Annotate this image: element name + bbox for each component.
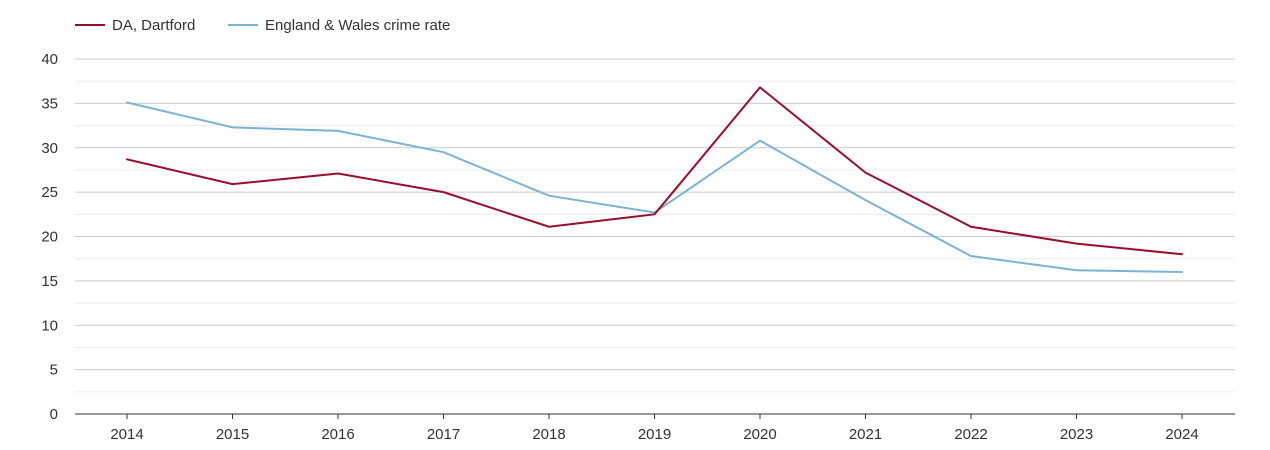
axes (75, 413, 1235, 419)
x-tick-label: 2014 (110, 426, 143, 443)
x-tick-label: 2016 (321, 426, 354, 443)
x-tick-label: 2024 (1165, 426, 1198, 443)
y-axis-tick-labels: 0 5 10 15 20 25 30 35 40 (41, 51, 58, 423)
y-tick-label: 15 (41, 273, 58, 290)
y-tick-label: 20 (41, 229, 58, 246)
x-tick-label: 2020 (743, 426, 776, 443)
x-tick-label: 2018 (532, 426, 565, 443)
x-tick-label: 2017 (427, 426, 460, 443)
grid-lines (75, 58, 1235, 393)
y-tick-label: 40 (41, 51, 58, 68)
y-tick-label: 25 (41, 184, 58, 201)
series-line-0 (126, 86, 1183, 256)
x-axis-tick-labels: 2014 2015 2016 2017 2018 2019 2020 2021 2022 2023… (110, 426, 1198, 443)
legend: DA, Dartford England & Wales crime rate (75, 17, 450, 34)
y-tick-label: 5 (50, 362, 58, 379)
legend-label: DA, Dartford (112, 17, 195, 34)
series-line-1 (126, 101, 1183, 273)
x-tick-label: 2022 (954, 426, 987, 443)
series-lines (126, 86, 1183, 273)
y-tick-label: 10 (41, 317, 58, 334)
x-tick-label: 2019 (638, 426, 671, 443)
x-tick-label: 2021 (849, 426, 882, 443)
y-tick-label: 30 (41, 140, 58, 157)
legend-label: England & Wales crime rate (265, 17, 450, 34)
x-tick-label: 2023 (1060, 426, 1093, 443)
y-tick-label: 0 (50, 406, 58, 423)
y-tick-label: 35 (41, 95, 58, 112)
x-tick-label: 2015 (216, 426, 249, 443)
